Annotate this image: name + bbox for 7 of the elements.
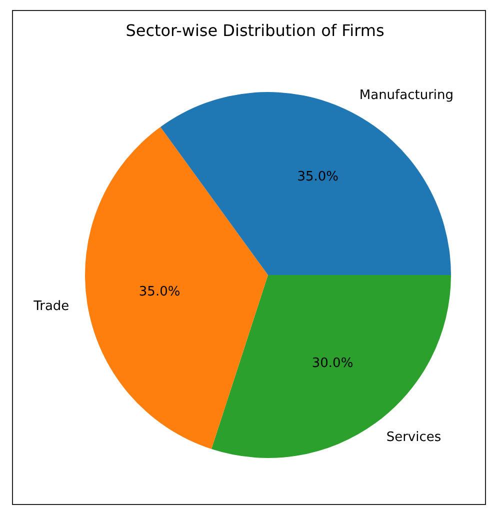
- slice-label: Services: [386, 430, 442, 446]
- slice-label: Manufacturing: [359, 88, 454, 104]
- data-label: 30.0%: [312, 356, 354, 372]
- data-label: 35.0%: [138, 284, 180, 300]
- slice-label: Trade: [32, 298, 70, 314]
- data-label: 35.0%: [297, 170, 339, 185]
- chart-title: Sector-wise Distribution of Firms: [126, 21, 384, 40]
